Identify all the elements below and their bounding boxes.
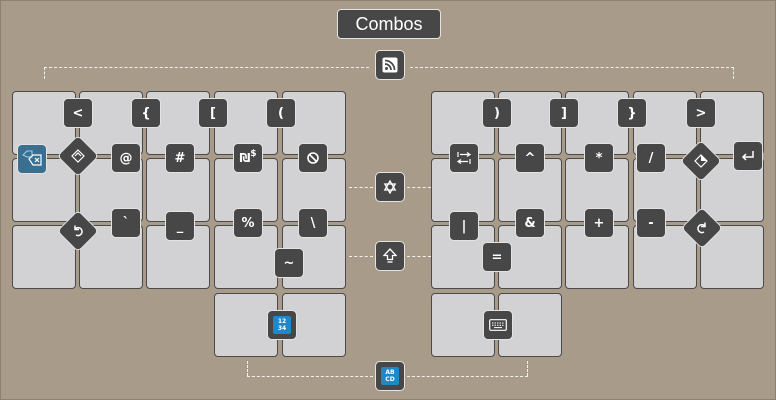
slash-key[interactable]: /: [636, 143, 666, 173]
connector-line: [349, 256, 373, 257]
shekel-symbol: ₪: [239, 151, 251, 165]
connector-line: [44, 67, 45, 79]
pipe-key[interactable]: |: [449, 211, 479, 241]
backslash-key[interactable]: \: [298, 208, 328, 238]
right-brace-key[interactable]: }: [617, 98, 647, 128]
left-brace-key[interactable]: {: [131, 98, 161, 128]
backtick-key[interactable]: `: [111, 208, 141, 238]
page-title: Combos: [337, 9, 441, 39]
paste-clipboard-icon[interactable]: [56, 134, 100, 178]
copy-clipboard-icon[interactable]: [679, 139, 723, 183]
cancel-icon[interactable]: [298, 143, 328, 173]
connector-line: [733, 67, 734, 79]
connector-line: [44, 67, 369, 68]
connector-line: [407, 187, 431, 188]
connector-line: [247, 361, 248, 376]
left-paren-key[interactable]: (: [266, 98, 296, 128]
connector-line: [407, 256, 431, 257]
delete-icon[interactable]: [17, 144, 47, 174]
underscore-key[interactable]: _: [165, 211, 195, 241]
ampersand-key[interactable]: &: [515, 208, 545, 238]
keyboard-icon[interactable]: [483, 310, 513, 340]
tilde-key[interactable]: ~: [274, 248, 304, 278]
numbers-layer-icon[interactable]: 12 34: [267, 310, 297, 340]
connector-line: [407, 376, 528, 377]
equals-key[interactable]: =: [482, 242, 512, 272]
right-paren-key[interactable]: ): [482, 98, 512, 128]
connector-line: [410, 67, 734, 68]
thumb-key[interactable]: [214, 293, 278, 357]
minus-key[interactable]: -: [636, 208, 666, 238]
left-bracket-key[interactable]: [: [198, 98, 228, 128]
connector-line: [247, 376, 373, 377]
tab-icon[interactable]: [449, 143, 479, 173]
currency-key[interactable]: ₪ $: [233, 143, 263, 173]
undo-icon[interactable]: [56, 209, 100, 253]
enter-icon[interactable]: [733, 141, 763, 171]
connector-line: [349, 187, 373, 188]
star-of-david-icon[interactable]: [375, 172, 405, 202]
at-key[interactable]: @: [111, 143, 141, 173]
plus-key[interactable]: +: [584, 208, 614, 238]
abcd-layer-icon[interactable]: AB CD: [375, 361, 405, 391]
connector-line: [527, 361, 528, 376]
hash-key[interactable]: #: [165, 143, 195, 173]
dollar-symbol: $: [250, 149, 257, 159]
redo-icon[interactable]: [680, 206, 724, 250]
percent-key[interactable]: %: [233, 208, 263, 238]
asterisk-key[interactable]: *: [584, 143, 614, 173]
greater-than-key[interactable]: >: [686, 98, 716, 128]
shift-arrow-icon[interactable]: [375, 241, 405, 271]
key[interactable]: [146, 225, 210, 289]
less-than-key[interactable]: <: [63, 98, 93, 128]
caret-key[interactable]: ^: [515, 143, 545, 173]
wifi-rss-icon[interactable]: [375, 50, 405, 80]
right-bracket-key[interactable]: ]: [549, 98, 579, 128]
